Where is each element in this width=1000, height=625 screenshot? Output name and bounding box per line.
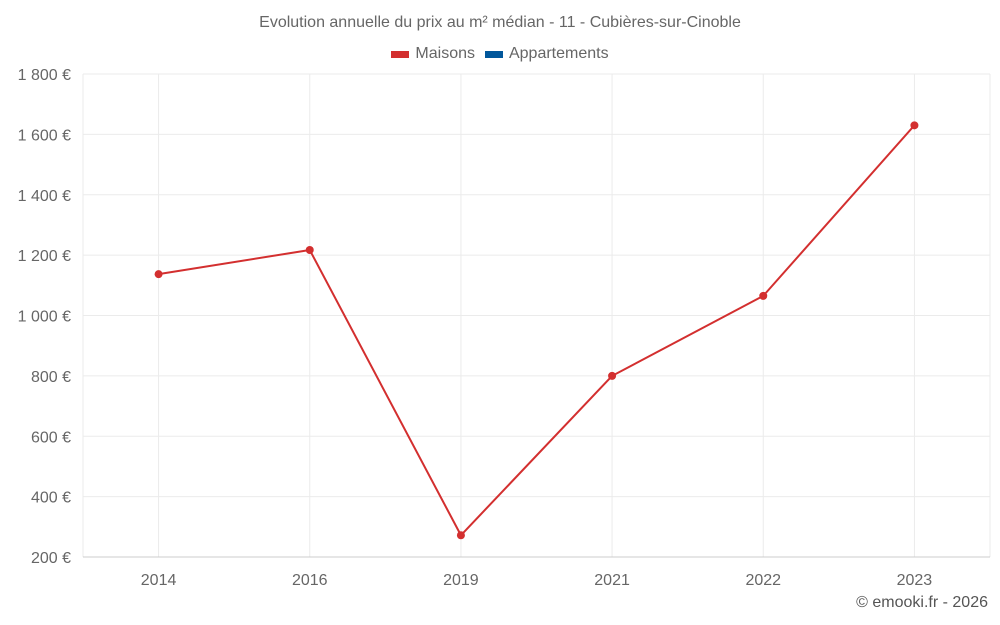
y-tick-label: 1 800 € (18, 67, 71, 84)
legend-swatch-appartements (484, 50, 503, 58)
data-point (154, 270, 163, 279)
legend-label-maisons: Maisons (415, 45, 475, 62)
x-tick-label: 2016 (292, 572, 328, 589)
data-point (305, 245, 314, 254)
legend-swatch-maisons (391, 50, 410, 58)
x-tick-label: 2014 (141, 572, 177, 589)
chart-title: Evolution annuelle du prix au m² médian … (259, 14, 741, 31)
y-tick-label: 200 € (31, 550, 71, 567)
data-point (759, 291, 768, 300)
x-tick-label: 2022 (745, 572, 781, 589)
legend-item-maisons[interactable]: Maisons (391, 45, 475, 63)
data-point (456, 531, 465, 540)
y-tick-label: 400 € (31, 490, 71, 507)
credit-text: © emooki.fr - 2026 (856, 594, 988, 611)
x-tick-label: 2021 (594, 572, 630, 589)
series-line-maisons (158, 124, 916, 537)
data-point (608, 371, 617, 380)
y-tick-label: 1 600 € (18, 127, 71, 144)
y-tick-label: 1 400 € (18, 188, 71, 205)
x-tick-label: 2019 (443, 572, 479, 589)
y-tick-label: 600 € (31, 429, 71, 446)
x-tick-label: 2023 (897, 572, 933, 589)
legend-label-appartements: Appartements (508, 45, 609, 62)
y-tick-label: 1 200 € (18, 248, 71, 265)
y-tick-label: 800 € (31, 369, 71, 386)
legend-item-appartements[interactable]: Appartements (484, 45, 609, 63)
y-tick-label: 1 000 € (18, 309, 71, 326)
legend: Maisons Appartements (0, 45, 1000, 63)
data-point (910, 121, 919, 130)
